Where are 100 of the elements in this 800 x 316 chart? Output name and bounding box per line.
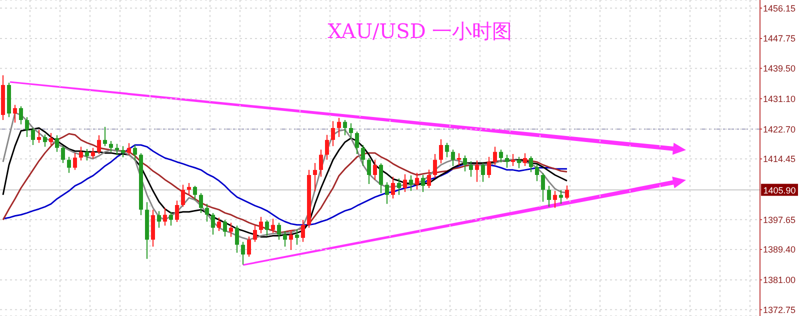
candlestick — [37, 129, 41, 144]
candlestick — [61, 146, 65, 164]
text: XAU/USD 一小时图 — [328, 19, 512, 43]
candlestick — [337, 117, 341, 138]
candlestick — [511, 154, 515, 166]
candlestick — [439, 138, 443, 164]
candlestick — [535, 164, 539, 182]
y-tick-label: 1381.00 — [763, 275, 796, 286]
candlestick — [91, 147, 95, 159]
candlestick — [277, 222, 281, 240]
candlestick — [505, 154, 509, 168]
candlestick — [19, 106, 23, 125]
candlestick — [157, 210, 161, 228]
candlestick — [559, 190, 563, 204]
y-tick-label: 1389.40 — [763, 244, 796, 255]
candlestick — [319, 149, 323, 178]
candlestick — [103, 126, 107, 147]
candlestick — [451, 149, 455, 166]
candlestick — [481, 162, 485, 182]
candlestick — [421, 174, 425, 192]
candlestick — [361, 144, 365, 166]
candlestick — [391, 176, 395, 199]
candlestick — [367, 158, 371, 185]
candlestick — [79, 146, 83, 162]
candlestick — [469, 160, 473, 178]
candlestick — [493, 146, 497, 166]
candlestick — [331, 120, 335, 147]
candlestick — [475, 160, 479, 182]
y-tick-label: 1422.70 — [763, 124, 796, 134]
candlestick — [259, 216, 263, 234]
candlestick — [97, 134, 101, 155]
candlestick — [205, 203, 209, 222]
candlestick — [229, 222, 233, 238]
candlestick — [163, 207, 167, 226]
candlestick — [241, 241, 245, 266]
candlestick — [379, 162, 383, 194]
candlestick — [127, 142, 131, 156]
candlestick — [265, 220, 269, 236]
candlestick — [553, 190, 557, 208]
candlestick — [49, 132, 53, 146]
candlestick — [115, 143, 119, 156]
candlestick — [385, 182, 389, 204]
candlestick — [211, 212, 215, 236]
y-tick-label: 1431.10 — [763, 94, 796, 104]
candlestick — [73, 152, 77, 170]
candlestick — [301, 219, 305, 242]
candlestick — [523, 152, 527, 166]
candlestick — [325, 134, 329, 160]
candlestick — [373, 159, 377, 181]
candlestick — [433, 154, 437, 178]
candlestick — [295, 228, 299, 246]
candlestick — [463, 154, 467, 172]
candlestick — [541, 172, 545, 202]
candlestick — [85, 148, 89, 162]
candlestick — [253, 224, 257, 242]
candlestick — [193, 185, 197, 201]
candlestick — [169, 211, 173, 226]
candlestick — [499, 149, 503, 163]
candlestick — [25, 116, 29, 138]
candlestick — [397, 178, 401, 196]
candlestick — [247, 236, 251, 258]
candlestick — [175, 200, 179, 222]
candlestick — [187, 182, 191, 196]
candlestick — [133, 144, 137, 162]
candlestick — [313, 162, 317, 192]
candlestick — [109, 140, 113, 152]
candlestick — [235, 225, 239, 254]
ref-line-label: 1405.90 — [763, 185, 796, 196]
candlestick — [415, 172, 419, 190]
candlestick — [55, 134, 59, 152]
candlestick — [199, 192, 203, 214]
candlestick — [283, 230, 287, 248]
candlestick — [343, 120, 347, 136]
candlestick — [517, 156, 521, 169]
candlestick — [271, 218, 275, 234]
y-tick-label: 1439.50 — [763, 64, 796, 74]
y-tick-label: 1456.15 — [763, 3, 796, 14]
candlestick — [427, 169, 431, 189]
y-tick-label: 1447.75 — [763, 34, 796, 44]
y-tick-label: 1397.65 — [763, 214, 796, 225]
candlestick — [565, 184, 569, 200]
candlestick — [67, 156, 71, 174]
candlestick — [217, 217, 221, 232]
candlestick — [403, 174, 407, 192]
candlestick — [121, 146, 125, 158]
candlestick — [31, 127, 35, 146]
candlestick — [43, 134, 47, 148]
candlestick — [529, 156, 533, 173]
candlestick — [457, 152, 461, 166]
candlestick — [547, 185, 551, 208]
candlestick — [223, 219, 227, 237]
candlestick — [349, 122, 353, 140]
candlestick — [289, 229, 293, 250]
candlestick — [355, 131, 359, 155]
y-tick-label: 1372.75 — [763, 304, 796, 315]
candlestick — [13, 104, 17, 124]
candlestick — [487, 156, 491, 178]
candlestick — [409, 174, 413, 192]
y-tick-label: 1414.45 — [763, 154, 796, 164]
candlestick — [445, 142, 449, 158]
